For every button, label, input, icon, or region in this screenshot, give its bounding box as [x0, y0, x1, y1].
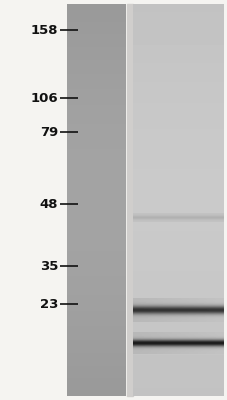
Text: 35: 35 — [39, 260, 58, 272]
Text: 106: 106 — [30, 92, 58, 104]
Text: 79: 79 — [40, 126, 58, 138]
Text: 23: 23 — [39, 298, 58, 310]
Bar — [126, 4, 133, 396]
Text: 158: 158 — [30, 24, 58, 36]
Text: 48: 48 — [39, 198, 58, 210]
